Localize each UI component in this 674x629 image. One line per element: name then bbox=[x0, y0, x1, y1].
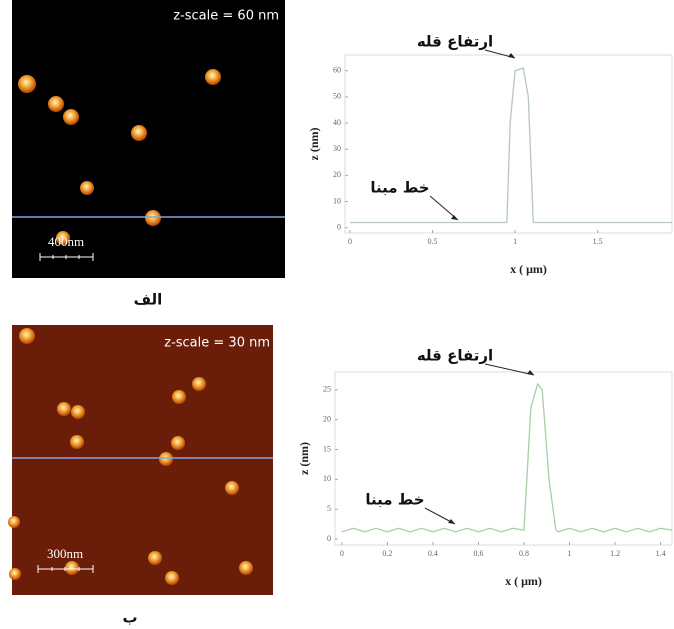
annotation: خط مبنا bbox=[370, 179, 429, 197]
y-tick-label: 15 bbox=[323, 444, 331, 453]
y-tick-label: 20 bbox=[333, 170, 341, 179]
annotation: خط مبنا bbox=[365, 491, 424, 509]
x-tick-label: 0.4 bbox=[428, 549, 438, 558]
x-tick-label: 0.2 bbox=[382, 549, 392, 558]
y-tick-label: 40 bbox=[333, 118, 341, 127]
afm-image: z-scale = 60 nm 400nm bbox=[12, 0, 285, 278]
y-axis-label: z (nm) bbox=[297, 442, 311, 475]
profile-line bbox=[342, 384, 672, 532]
x-axis-label: x ( μm) bbox=[510, 262, 547, 276]
x-tick-label: 1 bbox=[568, 549, 572, 558]
y-tick-label: 20 bbox=[323, 415, 331, 424]
x-tick-label: 0.8 bbox=[519, 549, 529, 558]
z-scale: z-scale = 30 nm bbox=[164, 336, 270, 351]
z-scale: z-scale = 60 nm bbox=[173, 9, 279, 24]
annotation-arrow bbox=[485, 364, 534, 375]
y-tick-label: 10 bbox=[323, 474, 331, 483]
x-tick-label: 0 bbox=[340, 549, 344, 558]
y-axis-label: z (nm) bbox=[307, 128, 321, 161]
afm-image: z-scale = 30 nm 300nm bbox=[8, 325, 273, 595]
panel-label: الف bbox=[134, 291, 163, 309]
y-tick-label: 50 bbox=[333, 92, 341, 101]
scale-bar-label: 300nm bbox=[47, 546, 83, 561]
plot-frame bbox=[345, 55, 672, 233]
y-tick-label: 25 bbox=[323, 385, 331, 394]
arrow-head bbox=[451, 215, 458, 220]
scale-bar-label: 400nm bbox=[48, 234, 84, 249]
x-tick-label: 0.5 bbox=[428, 237, 438, 246]
arrow-head bbox=[448, 519, 455, 524]
y-tick-label: 30 bbox=[333, 144, 341, 153]
x-tick-label: 1.5 bbox=[593, 237, 603, 246]
x-tick-label: 1 bbox=[513, 237, 517, 246]
y-tick-label: 5 bbox=[327, 504, 331, 513]
x-axis-label: x ( μm) bbox=[505, 574, 542, 588]
x-tick-label: 1.2 bbox=[610, 549, 620, 558]
y-tick-label: 0 bbox=[337, 223, 341, 232]
plot-frame bbox=[335, 372, 672, 545]
profile-line bbox=[350, 68, 672, 222]
x-tick-label: 0.6 bbox=[473, 549, 483, 558]
figure: z-scale = 60 nm 400nm الف z-scale = 30 n… bbox=[0, 0, 674, 629]
x-tick-label: 0 bbox=[348, 237, 352, 246]
y-tick-label: 60 bbox=[333, 66, 341, 75]
y-tick-label: 10 bbox=[333, 196, 341, 205]
y-tick-label: 0 bbox=[327, 534, 331, 543]
annotation: ارتفاع قله bbox=[417, 347, 493, 365]
x-tick-label: 1.4 bbox=[656, 549, 666, 558]
annotation: ارتفاع قله bbox=[417, 33, 493, 51]
panel-label: ب bbox=[122, 609, 137, 627]
